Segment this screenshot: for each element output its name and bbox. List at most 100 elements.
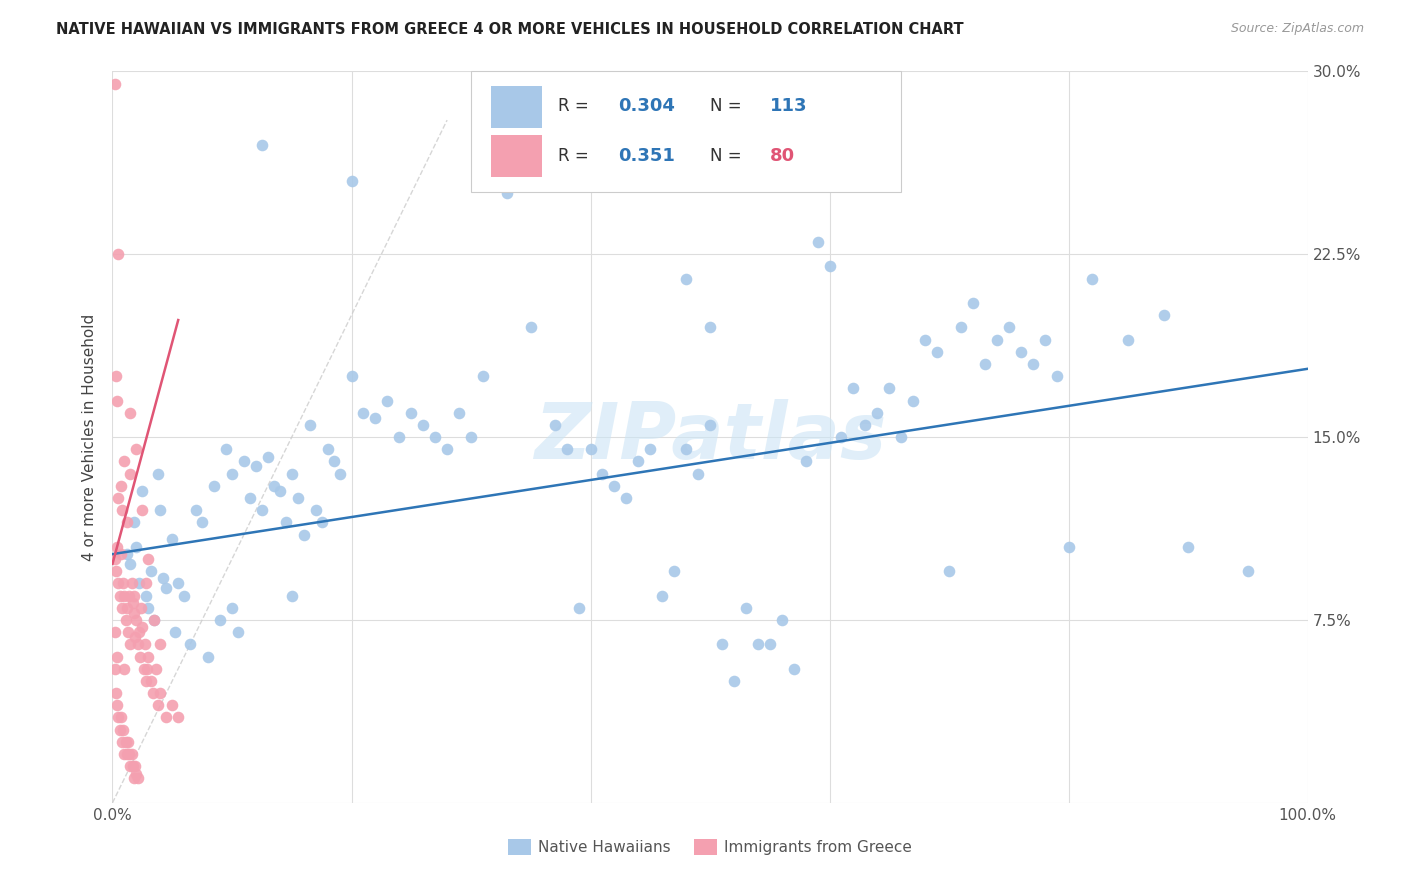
Point [135, 589, 157, 603]
Point [136, 662, 159, 676]
Point [143, 613, 166, 627]
FancyBboxPatch shape [491, 86, 541, 128]
Point [120, 467, 142, 481]
Point [162, 533, 183, 547]
Point [124, 630, 146, 644]
Point [233, 454, 256, 468]
Point [155, 581, 177, 595]
Point [311, 516, 333, 530]
Point [167, 576, 190, 591]
Point [807, 235, 830, 249]
Point [120, 406, 142, 420]
Point [127, 637, 149, 651]
Point [783, 662, 806, 676]
Point [401, 406, 423, 420]
Point [132, 662, 155, 676]
Point [135, 673, 157, 688]
Point [209, 613, 232, 627]
Point [627, 454, 650, 468]
Point [129, 649, 152, 664]
Point [651, 589, 673, 603]
Point [105, 649, 128, 664]
Point [1010, 344, 1032, 359]
Legend: Native Hawaiians, Immigrants from Greece: Native Hawaiians, Immigrants from Greece [502, 833, 918, 861]
Text: N =: N = [710, 147, 747, 165]
Point [125, 442, 148, 457]
Point [962, 296, 984, 310]
FancyBboxPatch shape [471, 71, 901, 192]
Point [298, 417, 321, 432]
Point [105, 686, 128, 700]
Point [412, 417, 434, 432]
Point [105, 540, 128, 554]
Point [520, 320, 543, 334]
Point [257, 450, 280, 464]
Point [105, 369, 128, 384]
Point [122, 772, 145, 786]
Point [305, 503, 328, 517]
Point [105, 698, 128, 713]
Point [111, 600, 134, 615]
Point [110, 710, 132, 724]
Point [322, 454, 344, 468]
Point [879, 381, 901, 395]
Point [245, 459, 267, 474]
Point [122, 516, 145, 530]
Point [125, 766, 148, 780]
Point [118, 747, 141, 761]
Point [115, 516, 138, 530]
Point [377, 393, 399, 408]
Point [118, 589, 141, 603]
Point [155, 710, 177, 724]
Point [104, 625, 127, 640]
Point [950, 320, 973, 334]
Point [842, 381, 865, 395]
Point [143, 613, 166, 627]
FancyBboxPatch shape [491, 135, 541, 178]
Point [1033, 333, 1056, 347]
Point [436, 442, 458, 457]
Point [735, 600, 758, 615]
Point [128, 576, 150, 591]
Point [316, 442, 339, 457]
Point [110, 547, 132, 561]
Point [135, 576, 157, 591]
Point [1081, 271, 1104, 285]
Point [202, 479, 225, 493]
Y-axis label: 4 or more Vehicles in Household: 4 or more Vehicles in Household [82, 313, 97, 561]
Point [986, 333, 1008, 347]
Point [139, 673, 162, 688]
Point [104, 552, 127, 566]
Point [664, 564, 686, 578]
Point [117, 735, 139, 749]
Point [104, 662, 127, 676]
Point [122, 589, 145, 603]
Point [122, 606, 145, 620]
Point [543, 417, 565, 432]
Point [134, 637, 156, 651]
Text: Source: ZipAtlas.com: Source: ZipAtlas.com [1230, 22, 1364, 36]
Point [114, 613, 136, 627]
Point [131, 483, 153, 498]
Point [496, 186, 519, 201]
Point [250, 137, 273, 152]
Point [114, 735, 136, 749]
Point [138, 552, 160, 566]
Point [818, 260, 841, 274]
Point [121, 759, 143, 773]
Text: N =: N = [710, 96, 747, 115]
Point [149, 503, 172, 517]
Point [555, 442, 578, 457]
Text: R =: R = [558, 147, 595, 165]
Point [281, 589, 304, 603]
Point [108, 723, 131, 737]
Point [269, 483, 291, 498]
Point [579, 442, 602, 457]
Point [125, 540, 148, 554]
Point [114, 662, 135, 676]
Point [1057, 540, 1080, 554]
Point [127, 772, 149, 786]
Point [831, 430, 853, 444]
Point [146, 467, 169, 481]
Point [1022, 357, 1045, 371]
